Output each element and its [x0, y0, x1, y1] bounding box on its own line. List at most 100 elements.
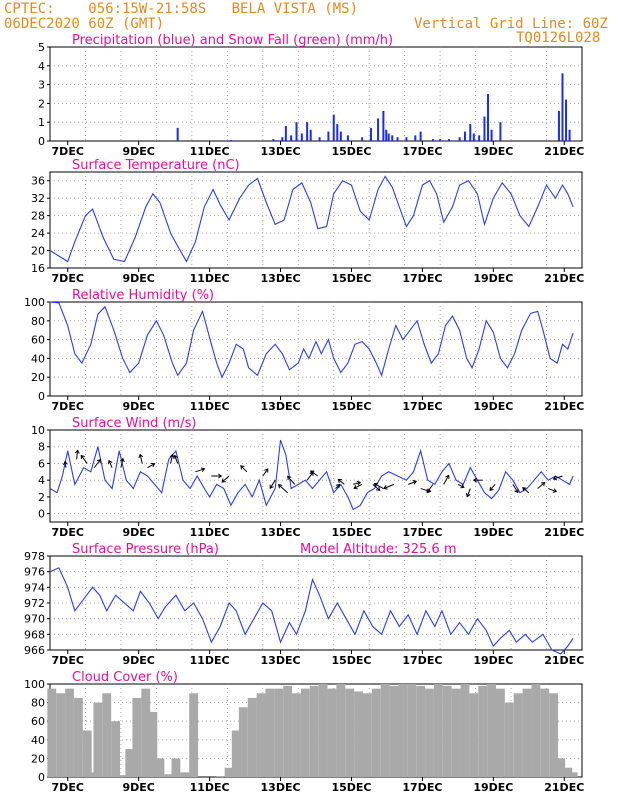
wind-vector-arrow [373, 482, 384, 489]
wind-vector-shaft [408, 480, 417, 485]
header-line2: 06DEC2020 60Z (GMT) [4, 16, 165, 32]
wind-vector-arrow [457, 483, 465, 489]
wind-vector-shaft [310, 470, 319, 477]
y-tick-label: 100 [24, 678, 45, 691]
cloud-cover-bar [189, 693, 199, 777]
cloud-cover-bar [102, 693, 112, 777]
x-tick-label: 21DEC [544, 400, 584, 413]
cloud-cover-bar [215, 776, 225, 777]
precipitation-bar [318, 137, 321, 141]
precipitation-bar [414, 135, 417, 141]
y-tick-label: 976 [24, 566, 45, 579]
x-tick-label: 11DEC [190, 654, 230, 667]
y-tick-label: 2 [38, 97, 45, 110]
wind-vector-head [173, 454, 178, 460]
wind-vector-head [150, 462, 156, 468]
wind-vector-head [552, 475, 558, 481]
y-tick-label: 80 [31, 315, 45, 328]
wind-vector-arrow [173, 454, 179, 464]
cloud-cover-bar [327, 688, 337, 777]
precipitation-bar [281, 137, 284, 141]
wind-vector-arrow [552, 475, 563, 481]
y-tick-label: 4 [38, 60, 45, 73]
wind-vector-shaft [240, 465, 248, 473]
wind-vector-arrow [93, 458, 101, 468]
series-line [49, 567, 574, 655]
wind-vector-shaft [420, 488, 431, 493]
wind-vector-head [335, 483, 341, 489]
wind-vector-shaft [537, 482, 545, 489]
cloud-cover-bar [283, 685, 293, 777]
cloud-cover-bar [568, 772, 578, 777]
y-tick-label: 5 [38, 41, 45, 54]
wind-vector-arrow [426, 484, 434, 494]
x-tick-label: 9DEC [122, 272, 154, 285]
series-line [49, 175, 574, 263]
precipitation-bar [439, 139, 442, 141]
precipitation-bar [419, 131, 422, 141]
wind-vector-head [541, 481, 546, 487]
y-tick-label: 3 [38, 79, 45, 92]
wind-vector-head [310, 470, 315, 475]
precipitation-bar [458, 137, 461, 141]
y-tick-label: 978 [24, 550, 45, 563]
wind-vector-arrow [489, 484, 496, 492]
x-tick-label: 9DEC [122, 400, 154, 413]
wind-vector-shaft [269, 479, 276, 489]
wind-vector-arrow [335, 483, 341, 489]
wind-vector-shaft [372, 483, 381, 491]
y-tick-label: 6 [38, 457, 45, 470]
header-line1: CPTEC: 056:15W-21:58S BELA VISTA (MS) [4, 1, 359, 17]
y-tick-label: 4 [38, 474, 45, 487]
x-tick-label: 15DEC [331, 145, 371, 158]
wind-vector-head [269, 484, 274, 489]
cloud-cover-bar [416, 685, 426, 777]
precipitation-bar [472, 133, 475, 141]
x-tick-label: 7DEC [52, 526, 84, 539]
wind-vector-shaft [262, 468, 269, 477]
wind-vector-shaft [426, 484, 434, 493]
cloud-cover-bar [556, 758, 566, 777]
precipitation-bar [561, 73, 564, 141]
x-tick-label: 21DEC [544, 145, 584, 158]
wind-vector-head [337, 478, 343, 483]
precipitation-bar [295, 122, 298, 141]
x-tick-label: 19DEC [473, 145, 513, 158]
precipitation-bar [385, 129, 388, 141]
precipitation-bar [284, 125, 287, 141]
x-tick-label: 13DEC [261, 145, 301, 158]
y-tick-label: 974 [24, 581, 45, 594]
wind-vector-arrow [337, 478, 345, 485]
wind-vector-head [74, 449, 80, 454]
wind-vector-arrow [195, 467, 206, 473]
x-tick-label: 15DEC [331, 526, 371, 539]
x-tick-label: 19DEC [473, 400, 513, 413]
wind-vector-arrow [353, 483, 363, 490]
cloud-cover-bar [132, 697, 142, 777]
cloud-cover-bar [442, 685, 452, 777]
x-tick-label: 17DEC [402, 526, 442, 539]
precipitation-bar [568, 129, 571, 141]
x-tick-label: 7DEC [52, 272, 84, 285]
cloud-cover-bar [398, 684, 408, 777]
cloud-cover-bar [292, 693, 301, 777]
y-tick-label: 28 [31, 210, 45, 223]
cloud-cover-bar [460, 684, 470, 777]
wind-vector-shaft [93, 459, 101, 468]
y-tick-label: 0 [38, 135, 45, 148]
cloud-cover-bar [563, 767, 573, 777]
y-tick-label: 16 [31, 262, 45, 275]
cloud-cover-bar [171, 758, 181, 777]
y-tick-label: 2 [38, 491, 45, 504]
x-tick-label: 15DEC [331, 654, 371, 667]
y-tick-label: 20 [31, 245, 45, 258]
precipitation-bar [336, 124, 339, 141]
precipitation-bar [490, 129, 493, 141]
wind-vector-head [383, 485, 388, 490]
wind-vector-head [264, 468, 269, 473]
x-tick-label: 9DEC [122, 654, 154, 667]
wind-vector-shaft [139, 454, 143, 464]
wind-vector-head [412, 480, 418, 485]
y-tick-label: 968 [24, 628, 45, 641]
